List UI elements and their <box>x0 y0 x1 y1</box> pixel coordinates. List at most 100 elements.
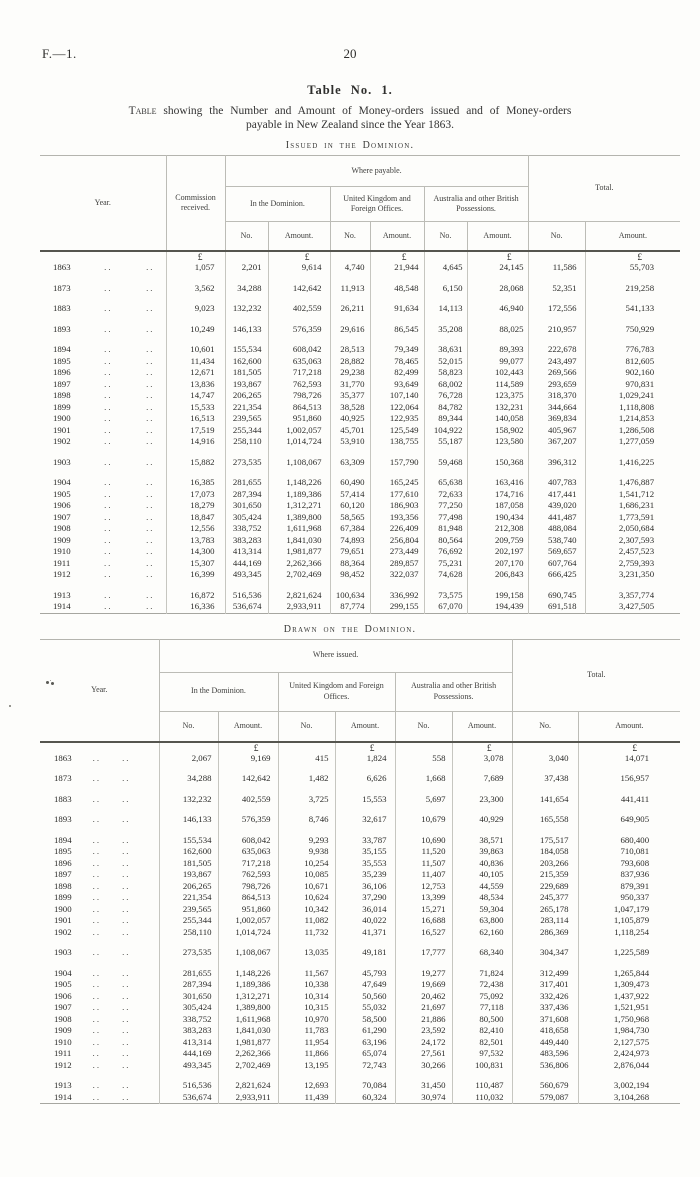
amount-cell: 15,553 <box>335 793 396 805</box>
cell-value: 402,559 <box>292 303 322 313</box>
amount-cell: 125,549 <box>370 424 425 436</box>
amount-cell: 2,702,469 <box>218 1059 279 1071</box>
cell-value: 59,468 <box>438 456 463 467</box>
cell-value: 4,645 <box>442 262 463 272</box>
amount-cell: 44,559 <box>452 880 513 892</box>
cell-value: 1,286,508 <box>618 424 655 435</box>
no-cell: 60,490 <box>330 477 371 489</box>
cell-value: 186,903 <box>389 500 419 510</box>
cell-value: 78,465 <box>394 355 419 366</box>
cell-value: 27,561 <box>421 1048 446 1058</box>
cell-value: 1,118,254 <box>614 926 650 937</box>
year-cell: 1907.... <box>40 1002 160 1014</box>
cell-value: 14,747 <box>190 390 215 400</box>
cell-value: 9,023 <box>194 303 215 313</box>
no-cell: 396,312 <box>528 456 586 468</box>
no-cell: 287,394 <box>159 979 219 991</box>
cell-value: 142,642 <box>292 282 322 293</box>
no-cell: 407,783 <box>528 477 586 489</box>
cell-value: 140,058 <box>494 413 524 423</box>
cell-value: 536,674 <box>232 601 262 611</box>
amount-cell: 1,118,808 <box>585 402 680 414</box>
no-cell: 19,277 <box>395 967 453 979</box>
cell-value: 762,593 <box>241 869 271 879</box>
no-cell: 9,293 <box>278 834 336 846</box>
year-value: 1900 <box>53 413 71 423</box>
year-column-header: Year. <box>40 155 167 252</box>
cell-value: 793,608 <box>620 857 650 868</box>
no-cell: 304,347 <box>512 947 579 959</box>
no-cell: 281,655 <box>159 967 219 979</box>
dot-leader: .. <box>92 1025 102 1035</box>
cell-value: 951,860 <box>241 903 271 914</box>
no-cell: 415 <box>278 741 336 764</box>
cell-value: 1,437,922 <box>613 990 650 1001</box>
pound-sign: £ <box>637 253 643 263</box>
cell-value: 258,110 <box>233 436 262 446</box>
cell-value: 11,586 <box>552 262 577 272</box>
cell-value: 82,499 <box>394 367 419 377</box>
cell-value: 798,726 <box>292 390 322 400</box>
year-cell: 1912.... <box>40 569 167 581</box>
cell-value: 123,580 <box>494 436 524 446</box>
cell-value: 301,650 <box>232 500 262 510</box>
no-cell: 691,518 <box>528 601 586 613</box>
amount-cell: 2,050,684 <box>585 523 680 535</box>
dot-leader: .. <box>122 869 131 879</box>
commission-cell: 10,249 <box>166 323 226 335</box>
cell-value: 155,534 <box>182 834 212 845</box>
cell-value: 2,702,469 <box>235 1059 271 1070</box>
cell-value: 536,674 <box>182 1091 212 1102</box>
amount-cell: 82,501 <box>452 1036 513 1048</box>
pound-sign: £ <box>304 253 310 263</box>
no-cell: 690,745 <box>528 589 586 601</box>
no-cell: 10,342 <box>278 903 336 915</box>
cell-value: 3,002,194 <box>613 1080 650 1090</box>
dot-leader: .. <box>122 1080 131 1090</box>
cell-value: 710,081 <box>620 846 650 856</box>
no-cell: 383,283 <box>159 1025 219 1037</box>
year-cell: 1907.... <box>40 511 167 523</box>
dot-leader: .. <box>122 990 131 1001</box>
year-cell: 1902.... <box>40 436 167 448</box>
cell-value: 88,364 <box>340 557 365 568</box>
cell-value: 165,558 <box>539 814 569 824</box>
amount-cell: 1,389,800 <box>268 511 331 523</box>
cell-value: 3,427,505 <box>618 601 655 611</box>
cell-value: 10,679 <box>421 814 446 824</box>
cell-value: 74,893 <box>340 534 365 545</box>
no-cell: 239,565 <box>225 413 269 425</box>
year-cell: 1897.... <box>40 378 167 390</box>
cell-value: 202,197 <box>494 546 524 556</box>
no-column-header: No. <box>512 711 579 743</box>
where-payable-header: Where payable. <box>225 155 529 187</box>
cell-value: 417,441 <box>547 488 577 499</box>
cell-value: 222,678 <box>547 344 577 354</box>
dot-leader: .. <box>104 413 113 423</box>
year-value: 1896 <box>54 857 72 868</box>
cell-value: 61,290 <box>362 1025 387 1035</box>
cell-value: 2,067 <box>191 752 212 763</box>
cell-value: 717,218 <box>292 367 322 377</box>
cell-value: 338,752 <box>182 1013 212 1024</box>
no-cell: 53,910 <box>330 436 371 448</box>
amount-cell: 1,476,887 <box>585 477 680 489</box>
cell-value: 146,133 <box>182 814 212 824</box>
row-group-spacer <box>40 580 680 590</box>
no-cell: 607,764 <box>528 557 586 569</box>
no-cell: 89,344 <box>424 413 468 425</box>
amount-cell: £9,614 <box>268 251 331 274</box>
no-cell: 222,678 <box>528 344 586 356</box>
no-cell: 11,407 <box>395 869 453 881</box>
no-cell: 181,505 <box>225 367 269 379</box>
cell-value: 762,593 <box>292 378 322 389</box>
amount-cell: 1,047,179 <box>578 904 680 916</box>
table-row: 1903.... 15,882 273,535 1,108,067 63,309 157,… <box>40 456 680 468</box>
year-cell: 1863.... <box>40 251 167 274</box>
no-cell: 58,823 <box>424 367 468 379</box>
amount-cell: 1,189,386 <box>268 488 331 500</box>
cell-value: 123,375 <box>494 390 524 400</box>
commission-cell: 14,747 <box>166 390 226 402</box>
cell-value: 1,265,844 <box>613 967 650 978</box>
cell-value: 18,847 <box>190 511 215 522</box>
